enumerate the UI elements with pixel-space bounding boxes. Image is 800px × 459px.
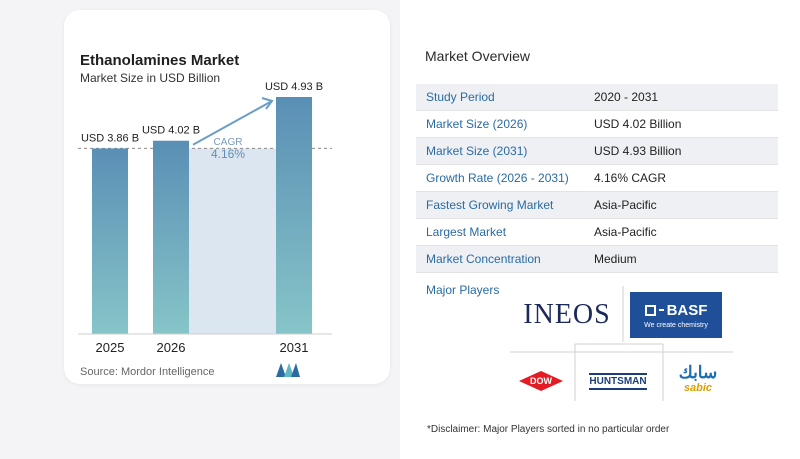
- row-label: Market Concentration: [426, 252, 541, 266]
- dow-logo: DOW: [512, 362, 570, 400]
- basf-dash-icon: [658, 309, 664, 311]
- row-value: Asia-Pacific: [594, 225, 657, 239]
- row-label: Growth Rate (2026 - 2031): [426, 171, 569, 185]
- data-label-2026: USD 4.02 B: [142, 125, 200, 137]
- cagr-arrow-head-icon: [261, 97, 274, 110]
- tick-label-2031: 2031: [280, 340, 309, 355]
- disclaimer-note: *Disclaimer: Major Players sorted in no …: [427, 424, 670, 435]
- bar-2031: [276, 96, 312, 334]
- overview-row-size-2026: Market Size (2026) USD 4.02 Billion: [416, 111, 778, 138]
- dow-diamond-icon: [519, 371, 563, 391]
- row-label: Market Size (2031): [426, 144, 528, 158]
- cagr-value: 4.16%: [211, 147, 245, 161]
- overview-row-growth-rate: Growth Rate (2026 - 2031) 4.16% CAGR: [416, 165, 778, 192]
- chart-title: Ethanolamines Market: [80, 52, 240, 69]
- bar-2026: [153, 140, 189, 334]
- cagr-arrow-line: [192, 100, 273, 146]
- tick-label-2026: 2026: [157, 340, 186, 355]
- tick-label-2025: 2025: [96, 340, 125, 355]
- basf-square-icon: [644, 304, 656, 316]
- overview-row-concentration: Market Concentration Medium: [416, 246, 778, 273]
- data-label-2031: USD 4.93 B: [265, 81, 323, 93]
- row-label: Largest Market: [426, 225, 507, 239]
- row-value: USD 4.93 Billion: [594, 144, 682, 158]
- major-players-label: Major Players: [426, 283, 500, 297]
- row-value: Asia-Pacific: [594, 198, 657, 212]
- reference-band: [189, 148, 276, 334]
- bar-chart: USD 3.86 B 2025 USD 4.02 B 2026 USD 4.93 B 20…: [78, 81, 332, 355]
- sabic-logo: سابك sabic: [678, 363, 718, 395]
- overview-row-study-period: Study Period 2020 - 2031: [416, 84, 778, 111]
- players-grid-lines: [510, 286, 733, 401]
- row-label: Study Period: [426, 90, 495, 104]
- ineos-logo: INEOS: [523, 299, 611, 330]
- cagr-label: CAGR: [214, 137, 243, 148]
- overview-title: Market Overview: [425, 48, 531, 64]
- overview-row-fastest-growing: Fastest Growing Market Asia-Pacific: [416, 192, 778, 219]
- overview-card: [400, 0, 800, 459]
- bar-2025: [92, 148, 128, 334]
- row-value: 4.16% CAGR: [594, 171, 667, 185]
- chart-subtitle: Market Size in USD Billion: [80, 71, 221, 85]
- overview-row-largest-market: Largest Market Asia-Pacific: [416, 219, 778, 246]
- row-value: 2020 - 2031: [594, 90, 659, 104]
- basf-logo: BASF We create chemistry: [630, 292, 722, 338]
- source-note: Source: Mordor Intelligence: [80, 366, 215, 378]
- data-label-2025: USD 3.86 B: [81, 132, 139, 144]
- row-value: USD 4.02 Billion: [594, 117, 682, 131]
- mordor-intelligence-logo-icon: [276, 363, 300, 377]
- overview-table: Study Period 2020 - 2031 Market Size (202…: [416, 84, 778, 273]
- row-label: Market Size (2026): [426, 117, 528, 131]
- row-label: Fastest Growing Market: [426, 198, 554, 212]
- huntsman-logo: HUNTSMAN: [580, 362, 656, 400]
- row-value: Medium: [594, 252, 637, 266]
- overview-row-size-2031: Market Size (2031) USD 4.93 Billion: [416, 138, 778, 165]
